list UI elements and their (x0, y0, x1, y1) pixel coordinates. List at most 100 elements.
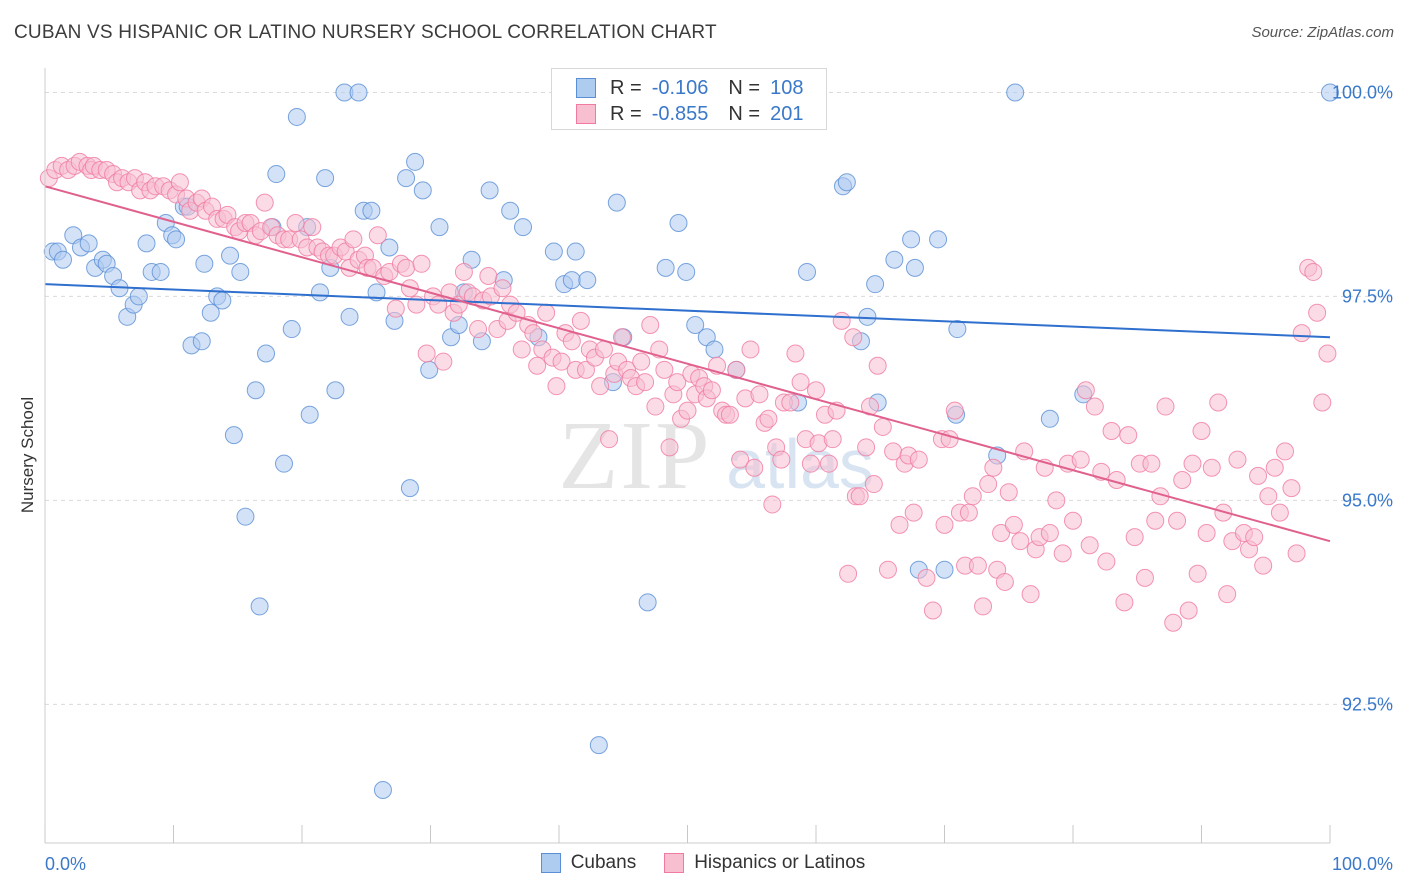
cuban-point (1321, 83, 1339, 102)
tick-labels: 92.5% 95.0% 97.5% 100.0% 0.0% 100.0% (45, 82, 1393, 874)
hispanic-point (772, 450, 791, 469)
cuban-point (236, 507, 255, 526)
hispanic-point (1135, 568, 1154, 587)
hispanic-point (890, 515, 909, 534)
hispanic-point (940, 430, 959, 449)
hispanic-point (1164, 613, 1183, 632)
hispanic-point (1188, 564, 1207, 583)
cuban-point (837, 173, 856, 192)
hispanic-point (917, 568, 936, 587)
correlation-legend: R = -0.106 N = 108 R = -0.855 N = 201 (551, 68, 827, 130)
hispanic-point (819, 454, 838, 473)
hispanic-point (479, 267, 498, 286)
hispanic-point (303, 218, 322, 237)
hispanic-point (1209, 393, 1228, 412)
hispanic-point (945, 401, 964, 420)
hispanics-swatch (576, 104, 596, 124)
hispanic-point (454, 262, 473, 281)
hispanic-point (1097, 552, 1116, 571)
cubans-n-value: 108 (770, 76, 804, 99)
hispanic-point (995, 572, 1014, 591)
hispanic-point (1259, 487, 1278, 506)
cuban-point (380, 238, 399, 257)
hispanic-point (524, 324, 543, 343)
hispanic-point (552, 352, 571, 371)
cuban-point (257, 344, 276, 363)
cuban-point (866, 275, 885, 294)
cubans-r-value: -0.106 (651, 76, 709, 99)
hispanic-point (386, 299, 405, 318)
cuban-point (589, 736, 608, 755)
hispanic-point (968, 556, 987, 575)
cuban-point (151, 262, 170, 281)
cuban-point (562, 271, 581, 290)
cuban-point (902, 230, 921, 249)
hispanic-point (1228, 450, 1247, 469)
cuban-point (669, 214, 688, 232)
hispanic-point (1308, 303, 1327, 322)
hispanic-point (400, 279, 419, 298)
legend-row-cubans: R = -0.106 N = 108 (576, 76, 803, 100)
hispanic-point (591, 377, 610, 396)
hispanic-point (801, 454, 820, 473)
legend-item-cubans[interactable]: Cubans (540, 852, 637, 874)
cuban-point (948, 320, 967, 339)
hispanic-point (1218, 585, 1237, 604)
hispanic-point (878, 560, 897, 579)
hispanic-point (727, 360, 746, 379)
r-label: R = (610, 102, 642, 125)
hispanic-point (562, 332, 581, 351)
n-label: N = (728, 102, 761, 125)
cuban-point (192, 332, 211, 351)
hispanic-point (959, 503, 978, 522)
hispanic-point (547, 377, 566, 396)
x-tick-label: 0.0% (45, 854, 86, 874)
cuban-point (413, 181, 432, 200)
cuban-point (275, 454, 294, 473)
cuban-point (705, 340, 724, 359)
cuban-point (686, 315, 705, 334)
cubans-legend-swatch (540, 853, 561, 873)
hispanic-point (493, 279, 512, 298)
hispanic-point (1313, 393, 1332, 412)
cuban-point (607, 193, 626, 212)
hispanic-point (650, 340, 669, 359)
legend-row-hispanics: R = -0.855 N = 201 (576, 102, 803, 126)
cuban-point (638, 593, 657, 612)
hispanic-point (844, 328, 863, 347)
trend-lines (44, 185, 1331, 543)
cuban-point (310, 283, 329, 302)
series-legend: Cubans Hispanics or Latinos (0, 852, 1406, 874)
hispanic-point (1304, 262, 1323, 281)
hispanic-point (750, 385, 769, 404)
cuban-point (1040, 409, 1059, 428)
legend-item-hispanics[interactable]: Hispanics or Latinos (664, 852, 865, 874)
hispanic-point (1183, 454, 1202, 473)
hispanic-point (1202, 458, 1221, 477)
y-tick-label: 95.0% (1342, 490, 1393, 510)
cuban-point (326, 381, 345, 400)
watermark: ZIP atlas (559, 402, 874, 510)
hispanic-point (1249, 466, 1268, 485)
cuban-point (349, 83, 368, 102)
hispanics-n-value: 201 (770, 102, 804, 125)
hispanics-legend-swatch (664, 853, 685, 873)
cuban-point (340, 307, 359, 326)
hispanic-point (1156, 397, 1175, 416)
cuban-point (287, 107, 306, 126)
hispanics-points (39, 152, 1337, 632)
hispanic-point (1021, 585, 1040, 604)
hispanic-point (571, 311, 590, 330)
y-tick-label: 92.5% (1342, 694, 1393, 714)
hispanic-point (646, 397, 665, 416)
cuban-point (267, 165, 286, 184)
hispanic-point (397, 258, 416, 277)
hispanic-point (434, 352, 453, 371)
cubans-legend-label: Cubans (570, 852, 637, 873)
hispanic-point (632, 352, 651, 371)
hispanic-point (1292, 324, 1311, 343)
hispanic-point (909, 450, 928, 469)
hispanic-point (984, 458, 1003, 477)
hispanic-point (904, 503, 923, 522)
cuban-point (362, 201, 381, 220)
